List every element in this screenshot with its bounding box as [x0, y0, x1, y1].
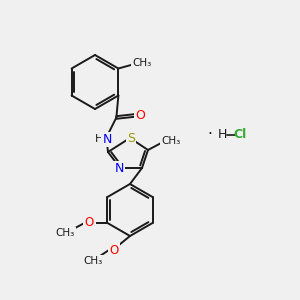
Text: CH₃: CH₃ — [161, 136, 181, 146]
Text: S: S — [127, 133, 135, 146]
Text: H: H — [217, 128, 227, 142]
Text: ·: · — [208, 128, 212, 142]
Text: O: O — [85, 217, 94, 230]
Text: N: N — [103, 133, 112, 146]
Text: H: H — [95, 134, 103, 145]
Text: O: O — [135, 109, 145, 122]
Text: N: N — [114, 163, 124, 176]
Text: CH₃: CH₃ — [83, 256, 103, 266]
Text: O: O — [110, 244, 118, 256]
Text: CH₃: CH₃ — [133, 58, 152, 68]
Text: Cl: Cl — [233, 128, 247, 142]
Text: CH₃: CH₃ — [56, 228, 75, 238]
